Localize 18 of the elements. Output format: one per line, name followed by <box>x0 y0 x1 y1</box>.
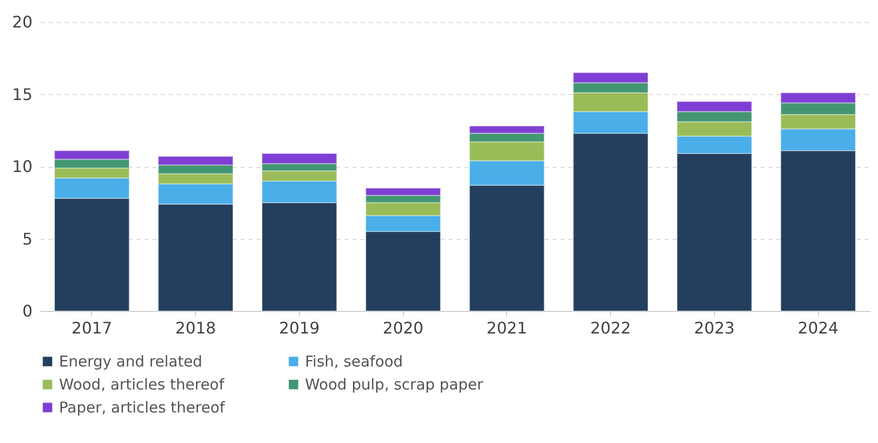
x-tick-label: 2024 <box>798 318 838 338</box>
x-tick-label: 2020 <box>382 318 424 338</box>
y-tick-label: 0 <box>22 302 32 320</box>
y-tick-label: 5 <box>22 229 32 248</box>
legend-label: Paper, articles thereof <box>59 398 226 416</box>
y-tick-label: 20 <box>12 12 32 32</box>
legend-label: Wood pulp, scrap paper <box>305 376 484 394</box>
x-tick-label: 2018 <box>175 318 216 338</box>
legend-label: Fish, seafood <box>305 352 403 371</box>
legend-label: Energy and related <box>59 352 202 371</box>
legend-label: Wood, articles thereof <box>59 376 225 394</box>
x-tick-label: 2023 <box>694 318 735 338</box>
x-tick-label: 2022 <box>590 318 631 338</box>
y-tick-label: 10 <box>12 157 32 176</box>
x-tick-label: 2017 <box>72 318 112 338</box>
x-tick-label: 2021 <box>486 318 528 338</box>
x-tick-label: 2019 <box>279 318 320 338</box>
y-tick-label: 15 <box>12 84 32 104</box>
